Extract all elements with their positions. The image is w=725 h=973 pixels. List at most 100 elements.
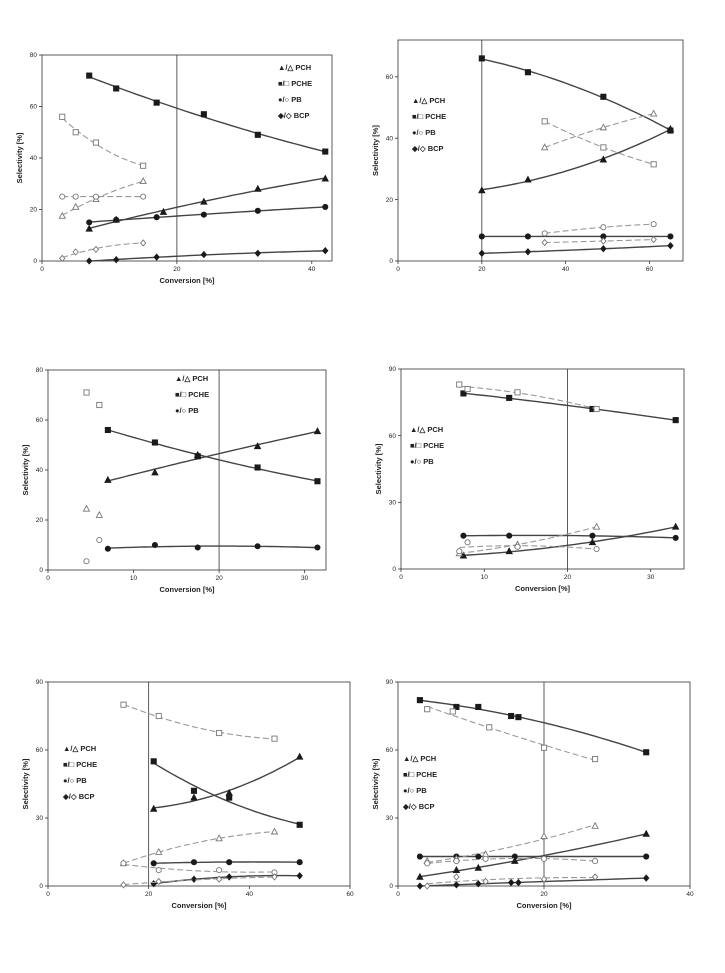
data-point (190, 793, 198, 801)
series-PB-solid (478, 233, 674, 240)
legend-label-bcp: ◆/◇ BCP (62, 792, 95, 801)
data-point (140, 193, 147, 200)
data-point (650, 161, 657, 168)
data-point (71, 202, 80, 210)
data-point (216, 729, 223, 737)
trend-line (123, 703, 275, 740)
trend-line (89, 177, 326, 229)
data-point (190, 787, 198, 794)
legend-label-pb: ●/○ PB (175, 406, 199, 415)
series-PCH-open (58, 177, 147, 219)
data-point (83, 558, 90, 565)
trend-line (544, 238, 654, 244)
y-axis-title: Selectivity [%] (15, 132, 24, 183)
data-point (643, 749, 650, 756)
x-tick-label: 0 (40, 266, 44, 273)
y-tick-label: 60 (36, 417, 44, 424)
trend-line (427, 705, 596, 761)
trend-line (107, 545, 318, 549)
data-point (511, 856, 519, 864)
legend-label-pb: ●/○ PB (403, 786, 427, 795)
x-axis-title: Conversion [%] (516, 901, 572, 910)
legend-label-pche: ■/□ PCHE (410, 441, 444, 450)
series-PCH-open (119, 827, 279, 867)
data-point (464, 539, 471, 546)
data-point (86, 219, 93, 226)
data-point (215, 875, 223, 883)
data-point (140, 162, 147, 169)
data-point (453, 703, 460, 710)
data-point (314, 478, 321, 485)
legend-label-pb: ●/○ PB (410, 457, 434, 466)
data-point (113, 85, 120, 92)
series-PB-open (541, 221, 657, 237)
y-tick-label: 40 (36, 467, 44, 474)
y-tick-label: 90 (389, 366, 397, 373)
data-point (194, 544, 201, 551)
trend-line (544, 223, 654, 234)
chart-panel-3: 0 10 20 30 0 20 40 60 80 Conversion [%] Selectivit… (21, 367, 327, 594)
data-point (482, 855, 489, 862)
data-point (120, 881, 127, 889)
data-point (667, 233, 674, 240)
x-axis-title: Conversion [%] (159, 276, 215, 285)
data-point (591, 821, 599, 829)
data-point (104, 426, 111, 434)
series-PCHE-open (424, 705, 599, 763)
trend-line (123, 831, 275, 864)
data-point (600, 237, 607, 245)
y-tick-label: 20 (36, 517, 44, 524)
y-tick-label: 0 (33, 258, 37, 265)
y-tick-label: 60 (30, 104, 38, 111)
data-point (592, 756, 599, 763)
y-tick-label: 0 (389, 883, 393, 890)
legend-label-pch: ▲/△ PCH (403, 754, 436, 763)
data-point (159, 207, 168, 215)
y-tick-label: 20 (386, 197, 394, 204)
data-point (593, 545, 600, 553)
y-tick-label: 0 (392, 566, 396, 573)
data-point (96, 401, 103, 409)
plot-frame (47, 369, 327, 571)
series-PB-solid (104, 541, 321, 552)
trend-line (89, 206, 326, 223)
data-point (226, 859, 233, 866)
trend-line (61, 117, 144, 167)
series-PB-open (59, 193, 147, 200)
series-PB-solid (86, 203, 329, 226)
data-point (600, 224, 607, 231)
trend-line (481, 244, 671, 254)
data-point (120, 701, 127, 708)
trend-line (88, 76, 326, 153)
data-point (672, 534, 679, 541)
series-PB-open (83, 536, 103, 565)
legend: ▲/△ PCH ■/□ PCHE ●/○ PB ◆/◇ BCP (411, 96, 446, 153)
data-point (92, 139, 100, 146)
data-point (200, 197, 208, 205)
data-point (506, 394, 513, 401)
data-point (190, 859, 198, 866)
y-tick-label: 90 (386, 679, 394, 686)
data-point (515, 878, 522, 887)
data-point (153, 214, 160, 221)
data-point (475, 703, 482, 710)
data-point (524, 175, 532, 183)
y-tick-label: 60 (386, 747, 394, 754)
data-point (508, 712, 515, 720)
data-point (85, 224, 93, 232)
data-point (649, 109, 658, 117)
trend-line (61, 180, 144, 216)
series-PCHE-open (541, 118, 657, 168)
data-point (104, 545, 111, 552)
legend-label-pb: ●/○ PB (412, 128, 436, 137)
data-point (643, 853, 650, 860)
data-point (254, 543, 261, 550)
data-point (72, 248, 79, 256)
x-tick-label: 30 (647, 574, 655, 581)
data-point (600, 245, 607, 253)
data-point (453, 858, 460, 865)
data-point (540, 855, 548, 862)
data-point (104, 475, 112, 483)
data-point (515, 714, 522, 721)
series-PB-open (456, 539, 600, 555)
